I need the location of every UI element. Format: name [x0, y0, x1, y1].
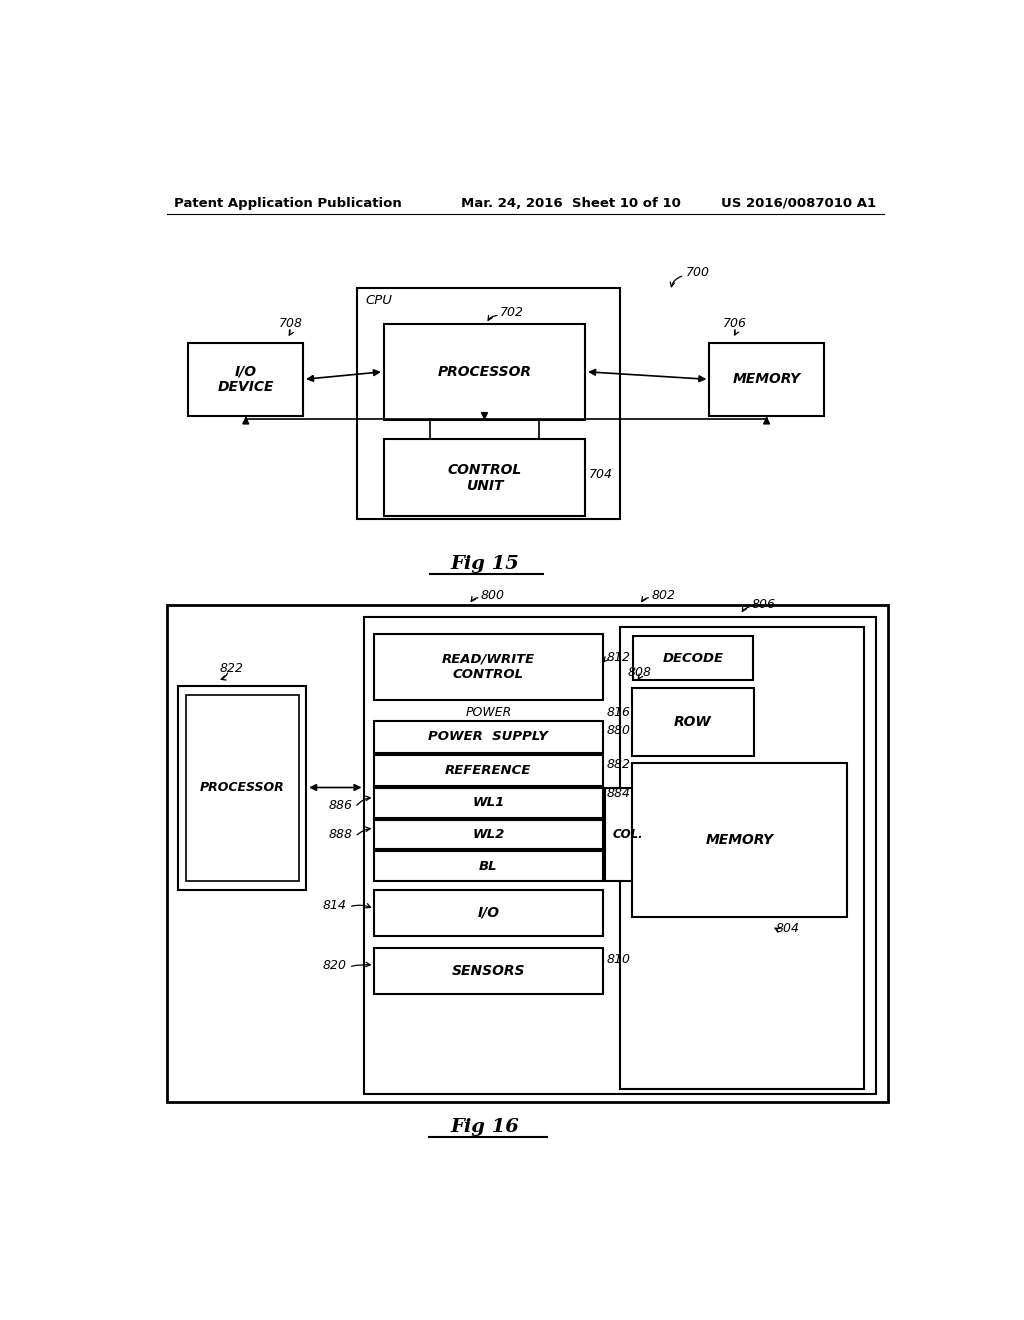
Bar: [384, 323, 586, 420]
Text: I/O
DEVICE: I/O DEVICE: [217, 364, 274, 395]
Text: 822: 822: [219, 661, 244, 675]
Text: SENSORS: SENSORS: [452, 964, 525, 978]
Bar: [178, 686, 306, 890]
Bar: [186, 696, 299, 880]
Text: PROCESSOR: PROCESSOR: [437, 364, 531, 379]
Text: 800: 800: [480, 589, 505, 602]
Text: 884: 884: [606, 787, 630, 800]
Bar: [632, 763, 847, 917]
Text: POWER: POWER: [465, 706, 512, 719]
Text: MEMORY: MEMORY: [732, 372, 801, 387]
Text: 704: 704: [589, 467, 613, 480]
Bar: [356, 288, 621, 519]
Text: Fig 15: Fig 15: [451, 556, 519, 573]
Bar: [375, 721, 603, 752]
Text: 708: 708: [280, 317, 303, 330]
Text: ROW: ROW: [674, 715, 712, 729]
Bar: [621, 627, 864, 1089]
Text: WL1: WL1: [472, 796, 505, 809]
Text: DECODE: DECODE: [663, 652, 724, 665]
Text: 806: 806: [752, 598, 776, 611]
Text: 706: 706: [723, 317, 748, 330]
Bar: [375, 755, 603, 785]
Bar: [375, 820, 603, 849]
Text: 888: 888: [329, 828, 352, 841]
Bar: [365, 616, 876, 1094]
Text: PROCESSOR: PROCESSOR: [200, 781, 285, 795]
Bar: [710, 343, 824, 416]
Text: 804: 804: [775, 921, 799, 935]
Bar: [375, 788, 603, 817]
Text: 700: 700: [686, 265, 710, 279]
Bar: [633, 636, 754, 681]
Text: WL2: WL2: [472, 828, 505, 841]
Text: 814: 814: [323, 899, 346, 912]
Text: Patent Application Publication: Patent Application Publication: [174, 197, 402, 210]
Bar: [188, 343, 303, 416]
Text: MEMORY: MEMORY: [706, 833, 773, 847]
Text: Mar. 24, 2016  Sheet 10 of 10: Mar. 24, 2016 Sheet 10 of 10: [461, 197, 681, 210]
Text: 886: 886: [329, 799, 352, 812]
Text: 702: 702: [500, 306, 524, 319]
Text: 810: 810: [606, 953, 630, 966]
Text: BL: BL: [479, 859, 498, 873]
Text: 816: 816: [606, 706, 630, 719]
Bar: [375, 948, 603, 994]
Text: 820: 820: [323, 958, 346, 972]
Text: REFERENCE: REFERENCE: [445, 764, 531, 777]
Bar: [632, 688, 755, 756]
Text: 808: 808: [628, 667, 652, 680]
Bar: [605, 788, 650, 880]
Text: CONTROL
UNIT: CONTROL UNIT: [447, 463, 521, 494]
Text: 812: 812: [606, 651, 630, 664]
Text: CPU: CPU: [366, 293, 393, 306]
Text: 882: 882: [606, 758, 630, 771]
Text: 802: 802: [651, 589, 675, 602]
Text: 880: 880: [606, 723, 630, 737]
Bar: [375, 635, 603, 700]
Bar: [375, 890, 603, 936]
Text: POWER  SUPPLY: POWER SUPPLY: [428, 730, 548, 743]
Bar: [384, 440, 586, 516]
Text: Fig 16: Fig 16: [451, 1118, 519, 1137]
Text: I/O: I/O: [477, 906, 500, 920]
Text: COL.: COL.: [612, 828, 643, 841]
Text: READ/WRITE
CONTROL: READ/WRITE CONTROL: [441, 652, 535, 681]
Bar: [167, 605, 888, 1102]
Bar: [375, 851, 603, 880]
Text: US 2016/0087010 A1: US 2016/0087010 A1: [721, 197, 876, 210]
